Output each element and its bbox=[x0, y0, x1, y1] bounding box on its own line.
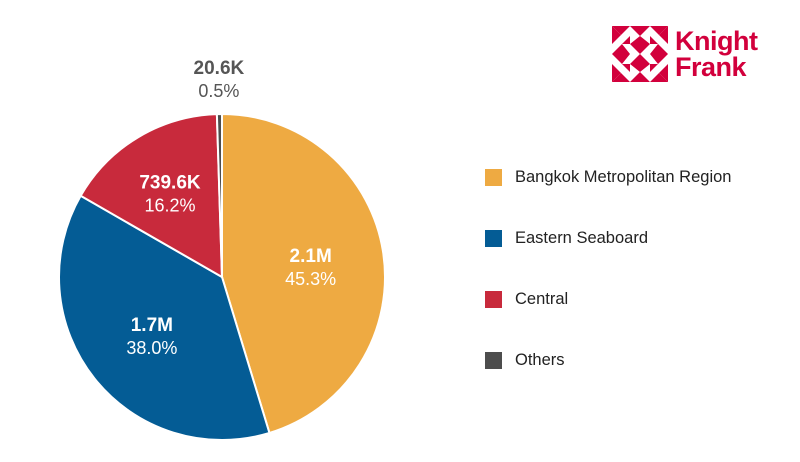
logo-mark-shape bbox=[659, 26, 668, 44]
logo-mark-shape bbox=[650, 36, 658, 44]
knight-frank-logo: Knight Frank bbox=[612, 24, 758, 84]
legend-item-eastern-seaboard: Eastern Seaboard bbox=[485, 224, 785, 252]
pie-slice-others bbox=[215, 112, 223, 278]
legend-label-central: Central bbox=[515, 289, 569, 308]
slice-percent-label-others: 0.5% bbox=[198, 81, 239, 101]
logo-mark-shape bbox=[630, 26, 650, 36]
slice-value-label-eastern-seaboard: 1.7M bbox=[131, 315, 173, 336]
legend-item-bangkok: Bangkok Metropolitan Region bbox=[485, 163, 785, 191]
pie-slice-central bbox=[79, 113, 224, 279]
logo-text-line2: Frank bbox=[675, 52, 747, 82]
logo-mark-shape bbox=[630, 54, 650, 72]
legend-label-eastern-seaboard: Eastern Seaboard bbox=[515, 228, 649, 247]
pie-slices bbox=[58, 112, 386, 441]
logo-mark-shape bbox=[650, 73, 668, 82]
logo-mark-shape bbox=[622, 64, 630, 72]
slice-percent-label-bangkok: 45.3% bbox=[285, 269, 336, 289]
logo-mark-shape bbox=[650, 64, 658, 72]
legend-item-others: Others bbox=[485, 346, 785, 374]
logo-mark-shape bbox=[650, 44, 668, 64]
slice-value-label-others: 20.6K bbox=[194, 58, 245, 79]
legend-swatch-bangkok bbox=[485, 168, 502, 186]
logo-mark-shape bbox=[612, 44, 630, 64]
logo-wordmark: Knight Frank bbox=[675, 26, 758, 82]
legend-swatch-central bbox=[485, 290, 502, 308]
logo-mark-shape bbox=[650, 26, 668, 35]
slice-percent-label-central: 16.2% bbox=[144, 195, 195, 215]
legend-swatch-eastern-seaboard bbox=[485, 229, 502, 247]
logo-mark-shape bbox=[630, 72, 650, 82]
pie-slice-eastern-seaboard bbox=[58, 194, 271, 441]
legend-label-others: Others bbox=[515, 350, 565, 369]
slice-value-label-bangkok: 2.1M bbox=[290, 246, 332, 267]
knight-frank-logo-mark-icon bbox=[612, 26, 668, 82]
logo-mark-shape bbox=[612, 26, 621, 44]
logo-text-line1: Knight bbox=[675, 26, 758, 56]
logo-mark-shape bbox=[659, 64, 668, 82]
logo-mark-shape bbox=[612, 73, 630, 82]
legend-item-central: Central bbox=[485, 285, 785, 313]
logo-mark-shape bbox=[630, 36, 650, 54]
logo-mark-shape bbox=[612, 26, 630, 35]
logo-mark-shape bbox=[622, 36, 630, 44]
pie-slice-bangkok bbox=[221, 112, 386, 435]
legend-swatch-others bbox=[485, 351, 502, 369]
legend-label-bangkok: Bangkok Metropolitan Region bbox=[515, 167, 732, 186]
logo-mark-shape bbox=[612, 64, 621, 82]
legend: Bangkok Metropolitan Region Eastern Seab… bbox=[485, 163, 785, 407]
slice-value-label-central: 739.6K bbox=[139, 172, 201, 193]
slice-percent-label-eastern-seaboard: 38.0% bbox=[126, 338, 177, 358]
